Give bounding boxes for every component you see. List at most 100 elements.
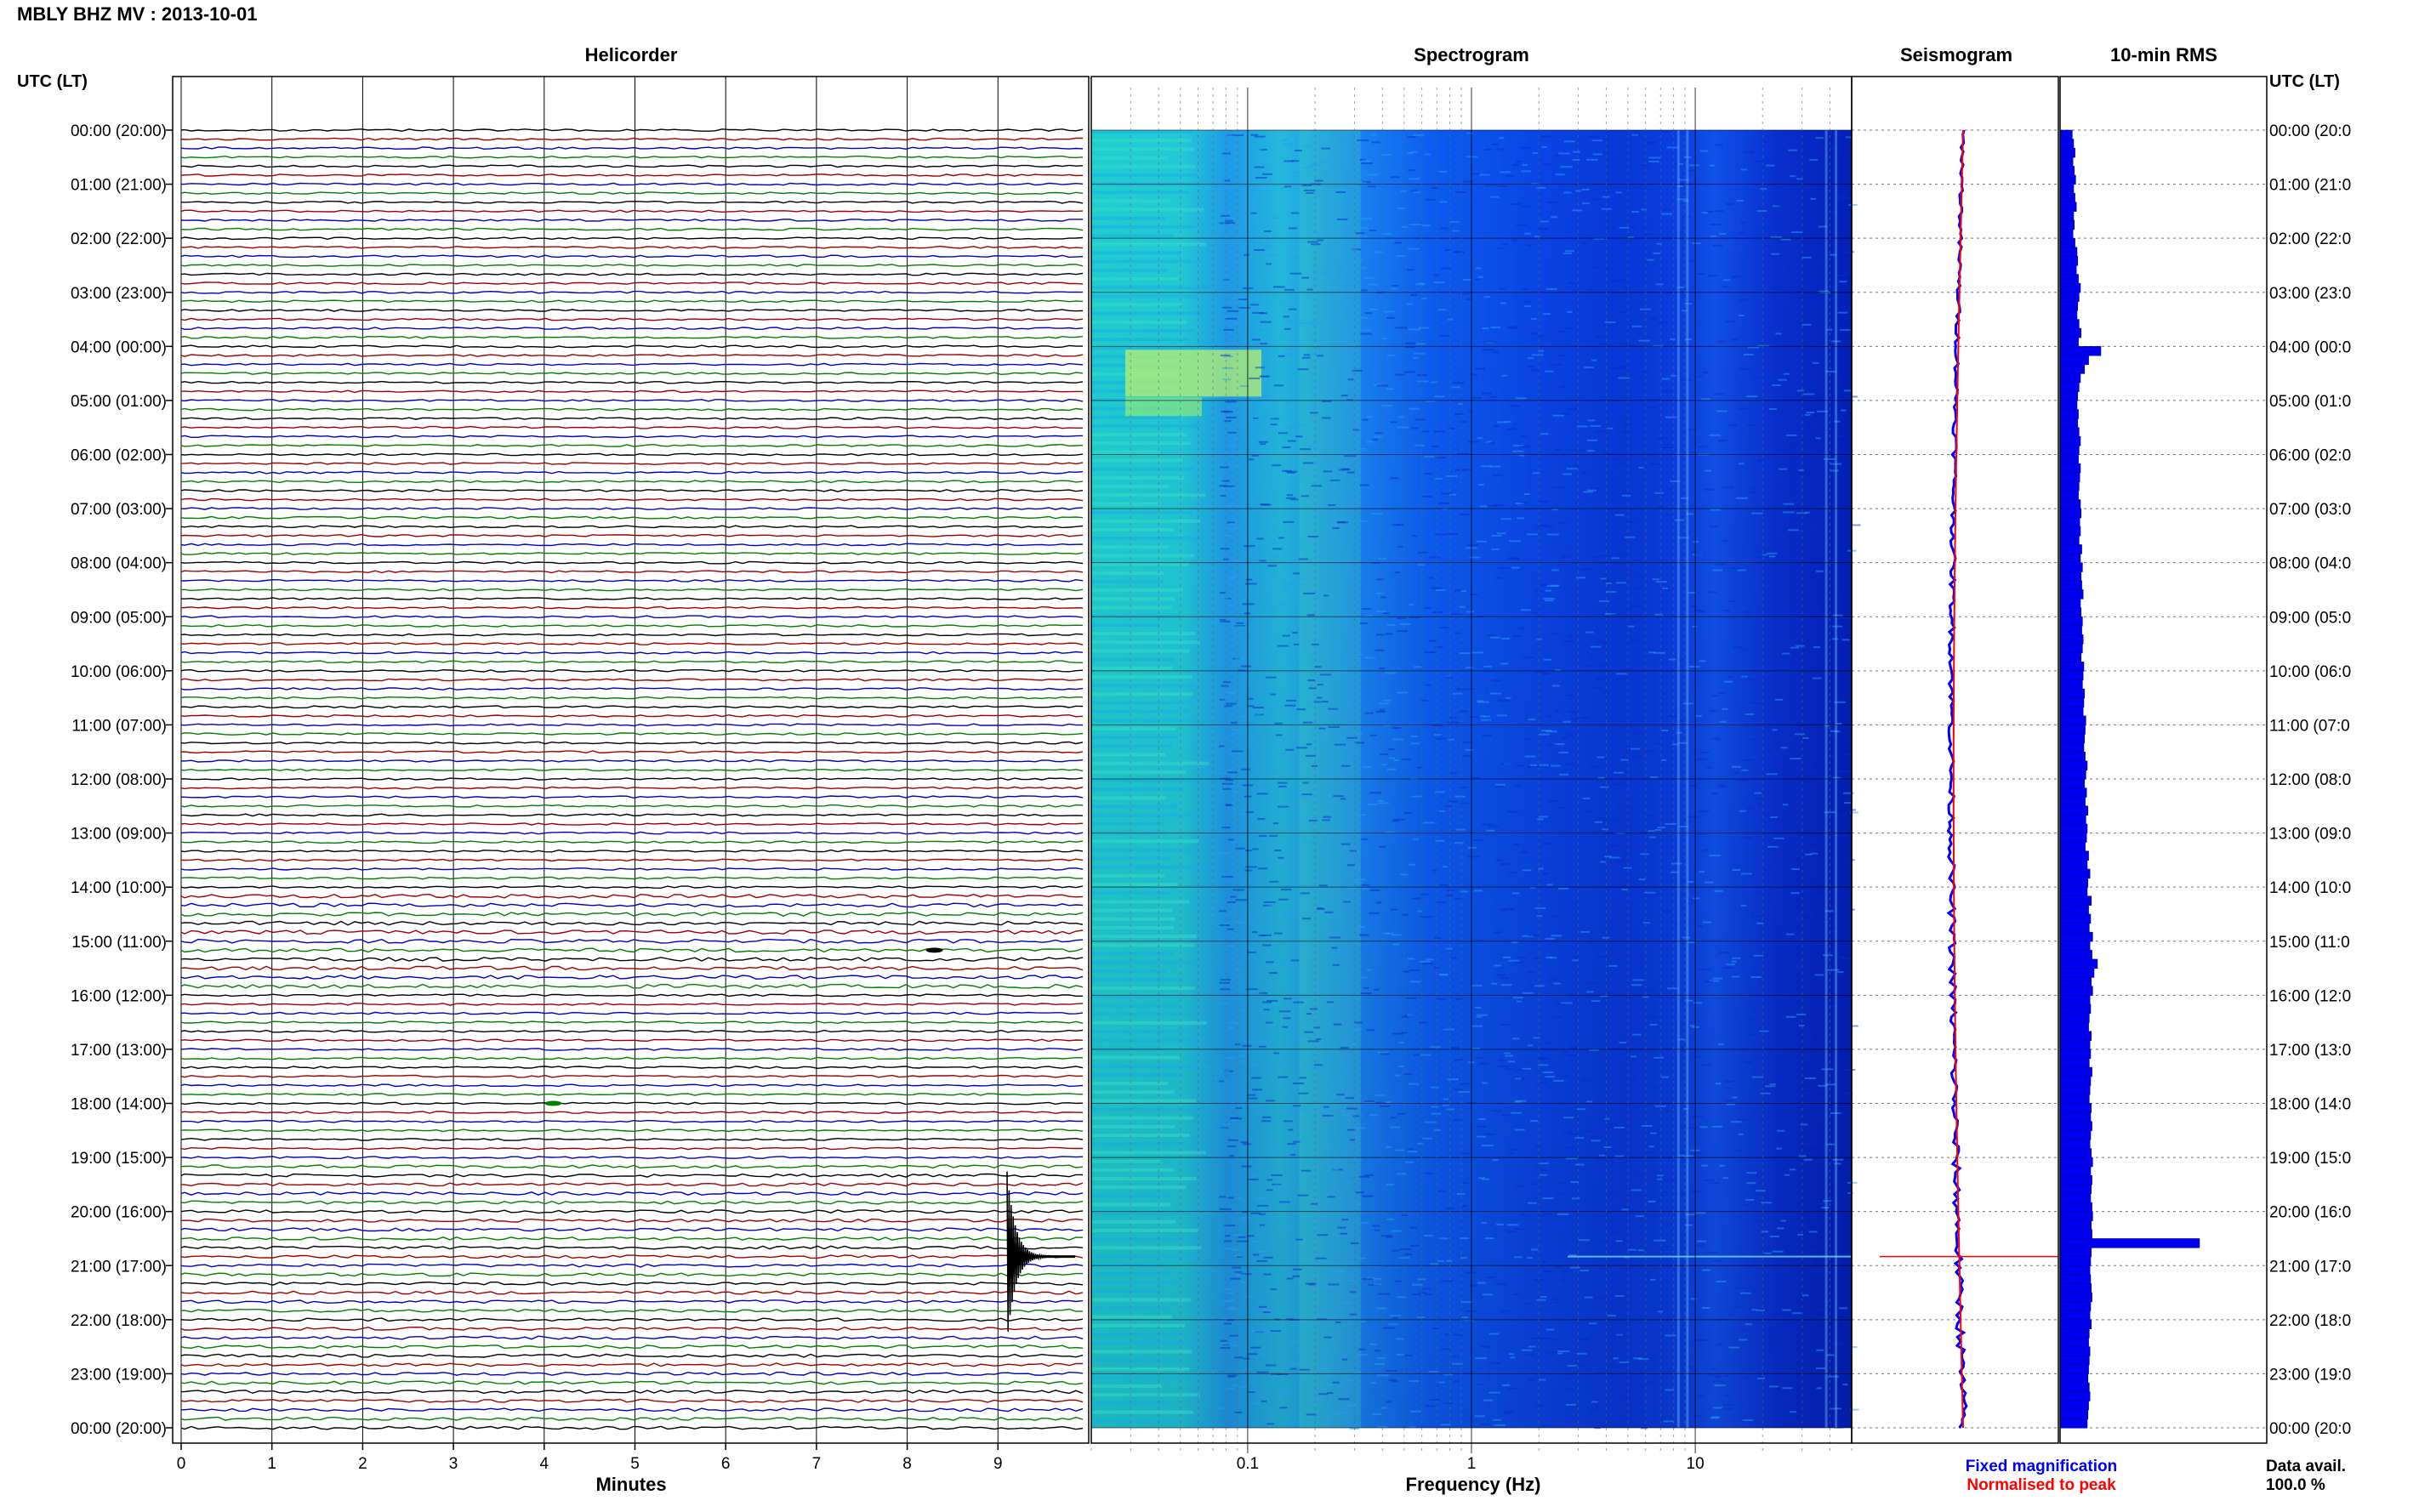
spectrogram-noise [1739,463,1745,465]
spectrogram-noise [1770,1352,1779,1355]
spectrogram-noise [1240,1282,1247,1284]
helicorder-trace [180,317,1084,321]
spectrogram-noise [1664,589,1670,592]
spectrogram-noise [1531,1183,1540,1185]
spectrogram-noise [1221,876,1233,878]
helicorder-trace [180,417,1084,421]
spectrogram-noise [1692,1191,1703,1193]
spectrogram-noise [1424,651,1437,653]
spectrogram-noise [1362,1278,1374,1281]
spectrogram-noise [1491,548,1500,550]
spectrogram-noise [1424,455,1435,458]
spectrogram-noise [1306,614,1315,617]
spectrogram-noise [1813,1410,1821,1413]
spectrogram-noise [1511,635,1523,638]
spectrogram-noise [1756,210,1767,213]
spectrogram-noise [1818,1316,1825,1319]
spectrogram-noise [1269,880,1279,883]
spectrogram-noise [1582,1338,1590,1340]
rms-bar [2059,634,2084,645]
spectrogram-noise [1397,524,1405,526]
left-time-tick-label: 05:00 (01:00) [71,393,167,411]
spectrogram-noise [1785,1069,1796,1071]
spectrogram-noise [1699,660,1706,662]
spectrogram-noise [1340,765,1351,767]
spectrogram-noise [1227,838,1234,841]
spectrogram-noise [1228,528,1239,531]
spectrogram-noise [1628,625,1635,628]
spectrogram-noise [1816,1349,1824,1351]
rms-bar [2059,1409,2089,1419]
spectrogram-noise [1615,860,1625,862]
spectrogram-noise [1769,1083,1776,1086]
helicorder-trace [180,1137,1084,1141]
spectrogram-noise [1739,367,1750,370]
spectrogram-noise [1642,371,1650,373]
spectrogram-noise [1246,578,1253,581]
spectrogram-noise [1762,869,1773,872]
spectrogram-noise [1402,913,1409,916]
spectrogram-noise [1575,1163,1585,1166]
helicorder-trace [180,137,1083,141]
spectrogram-noise [1398,1041,1404,1043]
spectrogram-noise [1582,797,1591,799]
spectrogram-noise [1785,434,1797,436]
spectrogram-noise [1288,1023,1299,1026]
spectrogram-noise [1830,1407,1841,1410]
spectrogram-noise [1658,321,1667,324]
spectrogram-noise [1588,369,1594,372]
spectrogram-noise [1431,1106,1439,1108]
spectrogram-noise [1408,247,1420,250]
rms-bar [2059,1337,2089,1348]
spectrogram-noise [1591,1000,1601,1003]
spectrogram-noise [1262,1116,1272,1118]
left-time-tick-label: 07:00 (03:00) [71,501,167,519]
spectrogram-noise [1321,584,1327,587]
spectrogram-noise [1390,176,1400,179]
spectrogram-lowfreq-band [1091,649,1190,653]
spectrogram-noise [1248,315,1256,317]
spectrogram-noise [1490,327,1501,329]
spectrogram-noise [1674,519,1685,521]
spectrogram-noise [1377,1374,1389,1377]
spectrogram-noise [1597,955,1608,958]
rms-bar [2059,517,2080,527]
spectrogram-noise [1313,701,1322,703]
spectrogram-noise [1446,1208,1455,1210]
spectrogram-noise [1557,1352,1563,1355]
spectrogram-noise [1677,719,1689,722]
spectrogram-noise [1397,691,1408,694]
spectrogram-noise [1363,986,1369,989]
spectrogram-noise [1701,212,1709,214]
spectrogram-noise [1698,611,1705,613]
spectrogram-noise [1796,178,1803,180]
spectrogram-noise [1358,1348,1366,1350]
spectrogram-noise [1848,395,1858,398]
spectrogram-noise [1697,925,1704,928]
right-time-tick-label: 02:00 (22:0 [2269,230,2351,248]
spectrogram-lowfreq-band [1091,770,1187,774]
spectrogram-noise [1333,1023,1342,1026]
spectrogram-noise [1227,1026,1234,1029]
spectrogram-noise [1368,283,1379,286]
spectrogram-noise [1279,961,1291,963]
spectrogram-noise [1482,1178,1490,1180]
spectrogram-noise [1249,304,1260,306]
spectrogram-noise [1748,679,1756,681]
right-time-tick-label: 20:00 (16:0 [2269,1204,2351,1222]
spectrogram-noise [1411,535,1418,537]
spectrogram-noise [1596,678,1607,680]
spectrogram-noise [1506,428,1518,430]
spectrogram-noise [1224,331,1232,333]
spectrogram-lowfreq-band [1091,960,1199,964]
spectrogram-lowfreq-band [1091,338,1190,342]
spectrogram-noise [1591,1401,1598,1403]
spectrogram-noise [1332,963,1340,966]
spectrogram-noise [1340,798,1346,800]
spectrogram-noise [1395,373,1406,376]
spectrogram-noise [1660,1076,1670,1078]
spectrogram-noise [1236,622,1244,624]
spectrogram-noise [1289,171,1301,173]
spectrogram-noise [1255,1197,1266,1200]
spectrogram-noise [1254,135,1266,138]
